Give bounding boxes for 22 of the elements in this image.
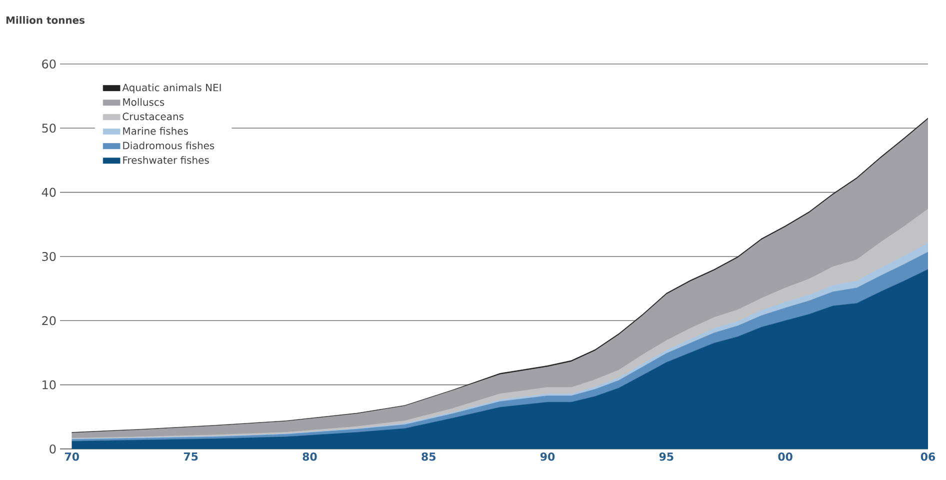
x-tick-label: 00 [778, 452, 792, 461]
y-tick-label: 30 [42, 252, 56, 262]
x-tick-label: 80 [302, 452, 317, 461]
legend-label: Aquatic animals NEI [122, 84, 221, 94]
x-tick-label: 06 [920, 452, 936, 461]
y-tick-label: 20 [42, 316, 56, 326]
y-axis-title: Million tonnes [6, 16, 85, 24]
x-tick-label: 75 [184, 452, 198, 461]
legend-label: Diadromous fishes [123, 142, 214, 150]
y-tick-label: 60 [42, 59, 56, 69]
legend-label: Molluscs [123, 98, 164, 106]
y-tick-label: 50 [42, 124, 56, 133]
x-tick-label: 95 [659, 452, 674, 461]
y-tick-label: 40 [42, 188, 56, 197]
x-tick-label: 85 [422, 452, 436, 461]
x-tick-label: 90 [540, 452, 555, 461]
legend-label: Freshwater fishes [123, 156, 209, 164]
legend-label: Marine fishes [123, 127, 188, 135]
legend-label: Crustaceans [122, 112, 184, 120]
y-tick-label: 10 [42, 380, 56, 390]
x-tick-label: 70 [65, 452, 79, 461]
y-tick-label: 0 [50, 444, 56, 454]
